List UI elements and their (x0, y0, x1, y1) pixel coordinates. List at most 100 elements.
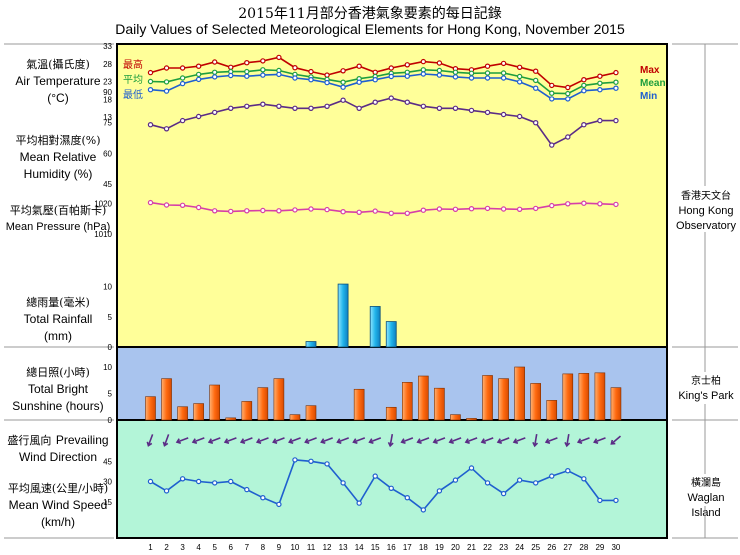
pressure-label-zh: 平均氣壓(百帕斯卡) (9, 204, 107, 217)
wind-direction-arrow (191, 437, 205, 444)
wind-speed-label-en: Mean Wind Speed (8, 498, 108, 512)
wind-direction-arrow (207, 437, 221, 444)
min-temperature-point (195, 76, 202, 83)
min-temperature-point (292, 75, 298, 81)
max-temperature-point (420, 58, 427, 65)
sunshine-bar (594, 372, 606, 421)
humidity-point (404, 99, 410, 105)
max-temperature-point (179, 65, 186, 71)
pressure-point (228, 208, 234, 215)
station-waglan: 橫瀾島 Waglan Island (672, 476, 740, 521)
x-tick-label: 29 (595, 543, 604, 552)
pressure-point (565, 201, 571, 207)
station-waglan-en: Waglan Island (687, 492, 725, 519)
sunshine-bar (450, 414, 461, 421)
humidity-point (581, 121, 587, 128)
max-temperature-point (613, 69, 619, 76)
x-tick-label: 5 (212, 543, 217, 552)
sunshine-bar (161, 378, 172, 421)
min-temperature-point (468, 75, 475, 81)
pressure-point (484, 205, 491, 212)
humidity-label-en: Mean Relative (19, 150, 97, 164)
legend: 最高 平均 最低 Max Mean Min (123, 58, 666, 102)
wind-direction-arrow (304, 437, 317, 444)
wind-speed-point (308, 458, 314, 464)
wind-arrow-shaft (305, 437, 317, 443)
wind-arrow-head (146, 441, 153, 447)
x-tick-label: 4 (196, 543, 201, 552)
sunshine-bar (562, 373, 574, 421)
min-temperature-point (340, 84, 346, 90)
wind-speed-point (356, 500, 362, 506)
wind-arrow-head (352, 438, 358, 444)
sunshine-tick-label: 0 (108, 416, 113, 425)
wind-arrow-shaft (417, 437, 430, 443)
mean-temperature-point (211, 69, 218, 76)
humidity-point (484, 109, 491, 116)
wind-speed-point (613, 497, 619, 504)
humidity-point (468, 107, 475, 114)
sunshine-bar (241, 401, 253, 421)
wind-arrow-head (239, 438, 246, 444)
humidity-point (228, 105, 234, 112)
rainfall-bar (337, 283, 349, 348)
mean-temperature-point (500, 70, 507, 76)
wind-speed-point (292, 457, 298, 463)
min-temperature-point (500, 75, 507, 81)
max-temperature-point (308, 68, 314, 75)
min-temperature-point (147, 86, 154, 93)
wind-direction-arrow (496, 437, 510, 444)
station-hko-zh: 香港天文台 (681, 191, 731, 202)
pressure-point (420, 207, 427, 213)
wind-arrow-head (532, 441, 539, 448)
min-temperature-point (436, 72, 443, 78)
wind-direction-label-zh: 盛行風向 (7, 434, 52, 447)
sunshine-bar (209, 384, 220, 421)
wind-arrow-shaft (273, 437, 285, 443)
wind-speed-unit: (km/h) (41, 515, 75, 529)
wind-direction-arrow (336, 437, 349, 444)
pressure-point (147, 199, 154, 206)
max-temperature-point (581, 76, 587, 83)
sunshine-bar (546, 400, 558, 421)
wind-speed-point (533, 480, 539, 486)
wind-arrow-head (544, 438, 551, 444)
pressure-point (179, 202, 186, 208)
pressure-point (292, 207, 298, 213)
wind-speed-point (179, 476, 186, 482)
wind-arrow-shaft (533, 433, 538, 447)
pressure-point (436, 206, 443, 212)
min-temperature-point (452, 74, 459, 80)
mean-temperature-point (163, 79, 170, 85)
wind-arrow-shaft (369, 437, 382, 443)
wind-speed-tick-label: 45 (103, 457, 112, 466)
wind-arrow-head (496, 438, 503, 444)
wind-arrow-shaft (513, 437, 526, 443)
wind-direction-arrow (432, 437, 446, 444)
x-tick-label: 28 (579, 543, 588, 552)
pressure-point (500, 206, 507, 212)
wind-arrow-head (223, 438, 230, 444)
legend-min-en: Min (640, 91, 657, 102)
mean-temperature-point (244, 68, 250, 75)
wind-speed-point (565, 468, 571, 474)
wind-arrow-head (564, 441, 571, 448)
max-temperature-point (324, 72, 330, 78)
sunshine-bar (466, 418, 477, 421)
pressure-point (613, 201, 619, 208)
wind-speed-point (516, 477, 523, 483)
max-temperature-point (436, 60, 443, 66)
sunshine-bar (401, 382, 413, 421)
wind-arrow-shaft (337, 437, 349, 443)
wind-speed-point (195, 478, 202, 485)
wind-arrow-head (288, 438, 294, 444)
max-temperature-point (340, 68, 346, 74)
wind-direction-label: 盛行風向 Prevailing Wind Direction (2, 431, 114, 466)
wind-speed-point (420, 507, 427, 513)
sunshine-bar (610, 387, 622, 421)
humidity-point (516, 113, 523, 120)
wind-arrow-shaft (545, 437, 558, 443)
humidity-point (292, 105, 298, 112)
x-tick-label: 9 (277, 543, 282, 552)
sunshine-bar (193, 403, 204, 421)
